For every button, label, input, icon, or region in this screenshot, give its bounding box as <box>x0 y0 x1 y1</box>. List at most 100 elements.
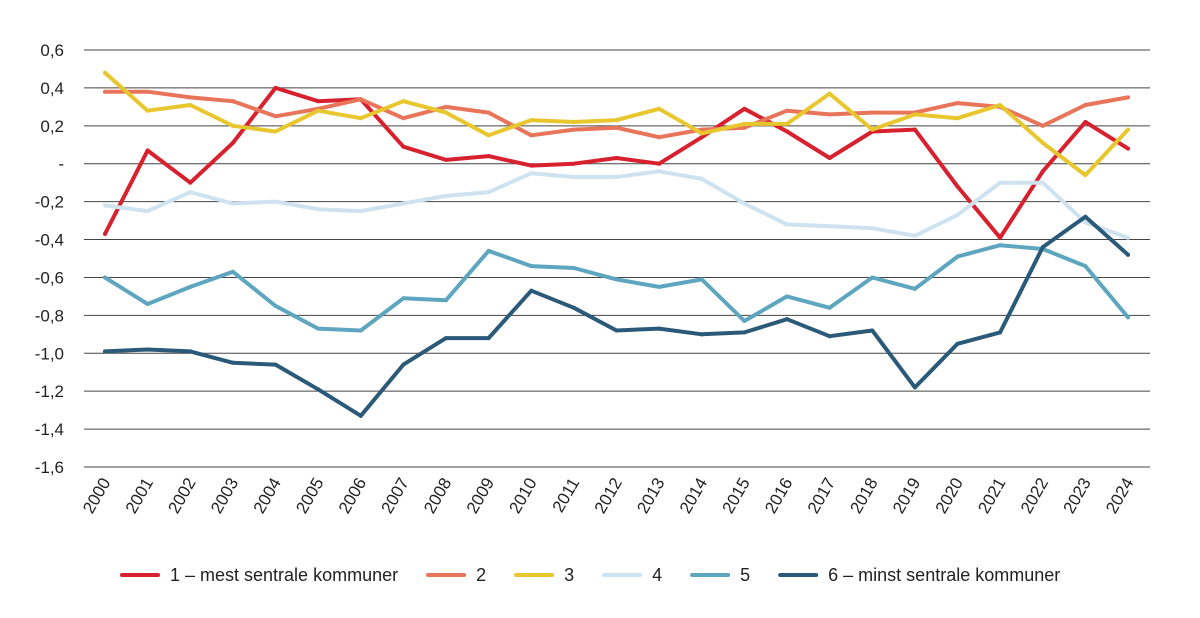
data-point <box>742 121 747 126</box>
data-point <box>571 305 576 310</box>
data-point <box>358 328 363 333</box>
data-point <box>785 222 789 227</box>
data-point <box>486 336 491 341</box>
data-point <box>103 70 107 75</box>
data-point <box>273 199 278 204</box>
x-tick-label: 2017 <box>804 475 839 517</box>
data-point <box>444 110 448 115</box>
data-point <box>1040 140 1045 145</box>
data-point <box>145 108 150 113</box>
data-point <box>316 387 321 392</box>
data-point <box>103 203 107 208</box>
series-lines <box>103 70 1130 418</box>
data-point <box>1040 169 1045 174</box>
x-tick-label: 2007 <box>377 475 412 517</box>
data-point <box>188 284 193 289</box>
y-tick-label: 0,4 <box>40 79 64 98</box>
data-point <box>785 121 789 126</box>
data-point <box>1040 180 1045 185</box>
data-point <box>188 180 193 185</box>
data-point <box>230 99 235 104</box>
legend-label-5: 5 <box>740 565 750 585</box>
x-tick-label: 2018 <box>846 475 881 517</box>
data-point <box>742 319 747 324</box>
data-point <box>827 156 832 161</box>
data-point <box>529 133 534 138</box>
data-point <box>1126 235 1130 240</box>
y-tick-label: -0,4 <box>35 231 64 250</box>
data-point <box>188 349 193 354</box>
data-point <box>785 129 789 134</box>
data-point <box>358 116 363 121</box>
data-point <box>145 347 150 352</box>
data-point <box>486 110 491 115</box>
x-tick-label: 2004 <box>250 475 285 517</box>
y-tick-label: -0,8 <box>35 306 64 325</box>
data-point <box>699 176 704 181</box>
data-point <box>316 207 321 212</box>
data-point <box>699 332 704 337</box>
y-tick-label: 0,6 <box>40 41 64 60</box>
x-tick-label: 2016 <box>761 475 796 517</box>
y-tick-label: -0,2 <box>35 193 64 212</box>
data-point <box>912 286 917 291</box>
data-point <box>827 112 832 117</box>
data-point <box>571 120 576 125</box>
data-point <box>614 328 619 333</box>
data-point <box>273 129 278 134</box>
data-point <box>827 224 832 229</box>
y-tick-label: 0,2 <box>40 117 64 136</box>
data-point <box>401 296 406 301</box>
data-point <box>870 328 875 333</box>
data-point <box>401 144 406 149</box>
y-tick-label: - <box>58 155 64 174</box>
x-tick-label: 2019 <box>889 475 924 517</box>
data-point <box>1126 95 1130 100</box>
series-line-5 <box>103 243 1130 333</box>
data-point <box>1083 220 1088 225</box>
data-point <box>188 190 193 195</box>
data-point <box>103 89 107 94</box>
data-point <box>145 301 150 306</box>
data-point <box>230 140 235 145</box>
data-point <box>955 101 960 106</box>
data-point <box>657 135 662 140</box>
data-point <box>614 118 619 123</box>
data-point <box>870 275 875 280</box>
data-point <box>827 305 832 310</box>
data-point <box>614 156 619 161</box>
x-tick-label: 2001 <box>122 475 157 517</box>
data-point <box>103 349 107 354</box>
x-tick-label: 2000 <box>79 475 114 517</box>
data-point <box>444 104 448 109</box>
data-point <box>742 125 747 130</box>
data-point <box>1040 123 1045 128</box>
x-tick-label: 2013 <box>633 475 668 517</box>
data-point <box>145 209 150 214</box>
data-point <box>827 91 832 96</box>
data-point <box>785 317 789 322</box>
legend: 1 – mest sentrale kommuner 2 3 4 5 6 – minst … <box>120 565 1060 585</box>
data-point <box>401 362 406 367</box>
x-tick-label: 2012 <box>591 475 626 517</box>
data-point <box>1126 315 1130 320</box>
data-point <box>912 127 917 132</box>
data-point <box>998 235 1003 240</box>
x-tick-label: 2020 <box>932 475 967 517</box>
data-point <box>1126 127 1130 132</box>
data-point <box>955 184 960 189</box>
data-point <box>870 226 875 231</box>
data-point <box>145 148 150 153</box>
y-tick-label: -1,4 <box>35 420 64 439</box>
data-point <box>230 360 235 365</box>
data-point <box>316 99 321 104</box>
data-point <box>657 326 662 331</box>
data-point <box>316 108 321 113</box>
data-point <box>657 161 662 166</box>
x-tick-label: 2011 <box>549 475 584 516</box>
data-point <box>145 89 150 94</box>
data-point <box>273 114 278 119</box>
data-point <box>1126 252 1130 257</box>
y-tick-label: -1,0 <box>35 344 64 363</box>
